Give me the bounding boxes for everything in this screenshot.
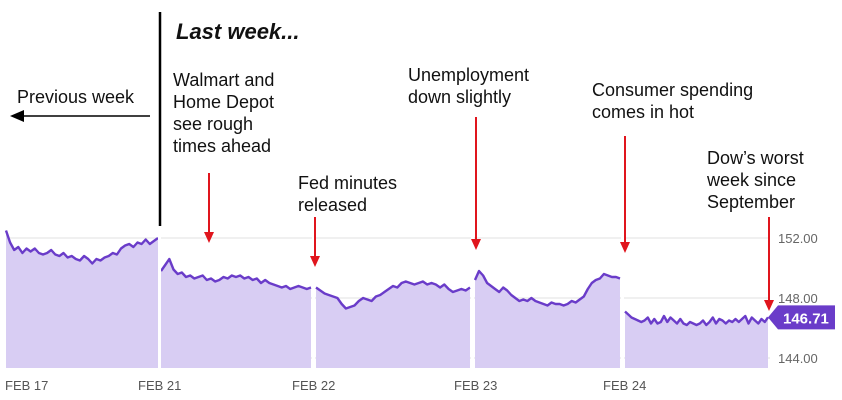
y-tick-label: 152.00 [778, 231, 818, 246]
x-tick-label: FEB 17 [5, 378, 48, 393]
annotation-consumer-spending: Consumer spending comes in hot [592, 80, 754, 122]
x-tick-label: FEB 23 [454, 378, 497, 393]
previous-week-label: Previous week [17, 87, 135, 107]
series-line-feb-17 [4, 230, 159, 265]
series-area-feb-21 [161, 259, 311, 368]
last-value-badge [768, 305, 835, 330]
arrow-walmart-head [204, 232, 214, 243]
annotation-fed-minutes: Fed minutes released [298, 173, 398, 215]
series-area-feb-24 [625, 311, 768, 368]
series-area-feb-17 [6, 230, 158, 368]
annotation-walmart-home-depot: Walmart and Home Depot see rough times a… [173, 70, 275, 156]
previous-week-arrowhead [10, 110, 24, 122]
series-line-feb-22 [315, 280, 471, 310]
series-area-feb-22 [316, 281, 470, 368]
arrow-fed-minutes-head [310, 256, 320, 267]
arrow-dow-worst-week-head [764, 300, 774, 311]
y-tick-label: 148.00 [778, 291, 818, 306]
y-tick-label: 144.00 [778, 351, 818, 366]
last-value-label: 146.71 [783, 310, 829, 327]
annotation-unemployment: Unemployment down slightly [408, 65, 530, 107]
series-line-feb-21 [160, 257, 312, 291]
x-tick-label: FEB 21 [138, 378, 181, 393]
x-tick-label: FEB 24 [603, 378, 646, 393]
arrow-unemployment-head [471, 239, 481, 250]
series-line-feb-23 [473, 269, 621, 307]
chart-headline: Last week... [176, 19, 300, 44]
x-tick-label: FEB 22 [292, 378, 335, 393]
annotation-dow-worst-week: Dow’s worst week since September [707, 148, 804, 212]
series-line-feb-24 [624, 310, 769, 327]
arrow-consumer-spending-head [620, 242, 630, 253]
